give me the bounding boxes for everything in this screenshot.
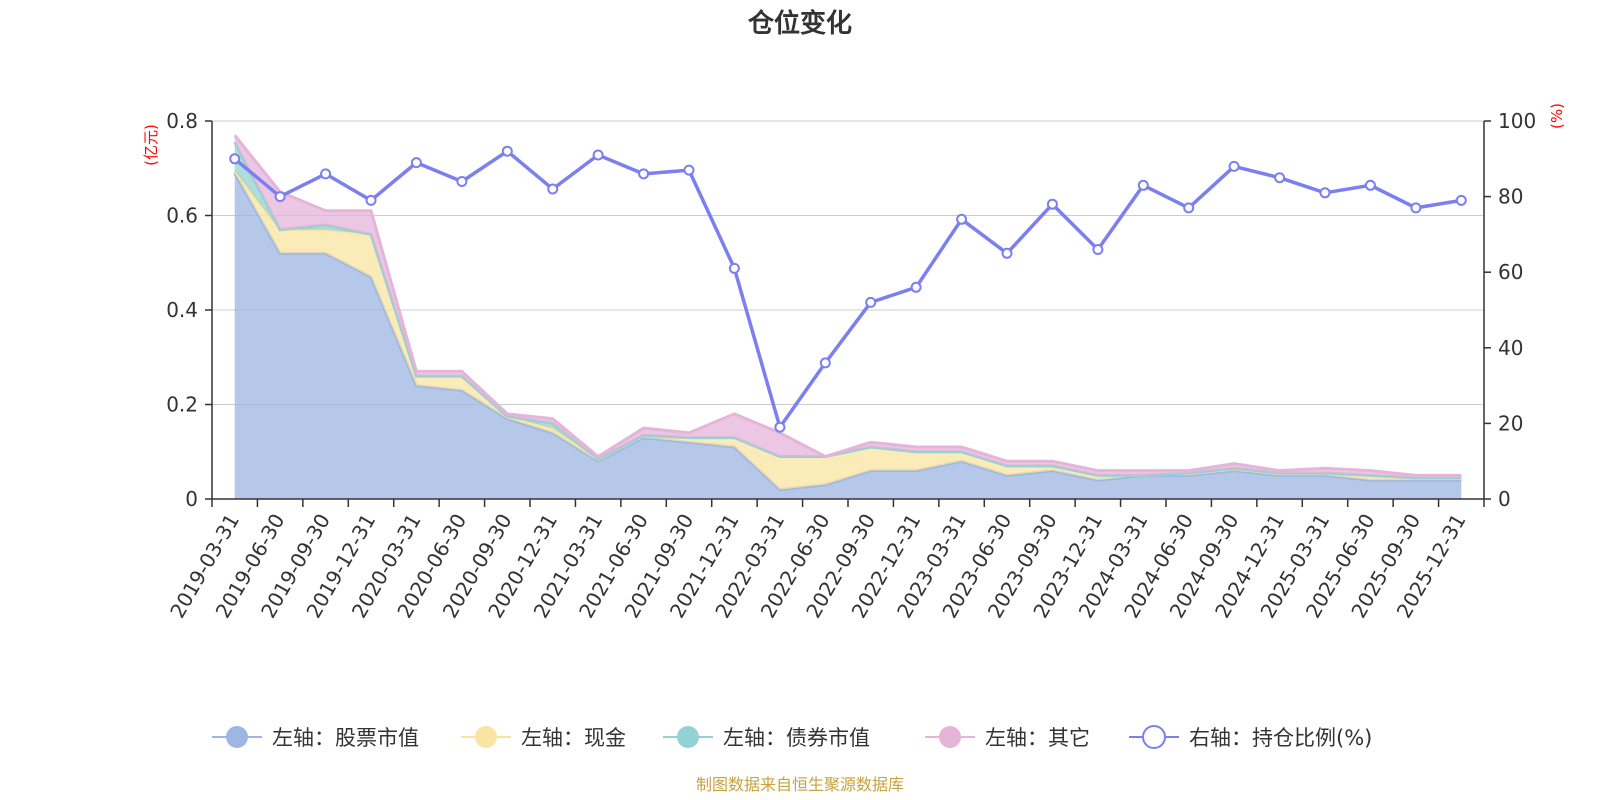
legend-marker bbox=[226, 726, 248, 748]
ratio-point bbox=[547, 183, 559, 195]
ratio-point bbox=[956, 213, 968, 225]
grid-lines bbox=[212, 120, 1484, 405]
area-edge-3 bbox=[233, 134, 1462, 477]
legend-marker bbox=[1142, 725, 1166, 749]
legend-item-2[interactable]: 左轴：债券市值 bbox=[663, 726, 870, 750]
legend[interactable]: 左轴：股票市值 左轴：现金 左轴：债券市值 左轴：其它 右轴：持仓比例(%) bbox=[212, 725, 1372, 750]
ratio-point bbox=[728, 262, 740, 274]
legend-marker bbox=[677, 726, 699, 748]
ratio-point bbox=[1364, 179, 1376, 191]
right-tick-label: 80 bbox=[1498, 185, 1523, 209]
ratio-point bbox=[1137, 179, 1149, 191]
position-ratio-line bbox=[229, 145, 1467, 433]
chart-title: 仓位变化 bbox=[747, 8, 852, 39]
ratio-point bbox=[365, 194, 377, 206]
ratio-point bbox=[456, 176, 468, 187]
legend-item-3[interactable]: 左轴：其它 bbox=[925, 726, 1090, 750]
ratio-point bbox=[229, 153, 241, 165]
ratio-point bbox=[1092, 244, 1104, 255]
ratio-point bbox=[410, 157, 422, 169]
ratio-point bbox=[274, 191, 286, 203]
legend-marker bbox=[475, 726, 497, 748]
left-tick-label: 0.8 bbox=[166, 109, 198, 133]
ratio-point bbox=[1455, 194, 1467, 206]
stacked-areas bbox=[233, 134, 1462, 499]
ratio-point bbox=[638, 168, 650, 180]
data-source-note: 制图数据来自恒生聚源数据库 bbox=[696, 775, 904, 794]
ratio-point bbox=[774, 421, 786, 433]
legend-item-1[interactable]: 左轴：现金 bbox=[461, 726, 626, 750]
ratio-point bbox=[501, 145, 513, 157]
right-tick-label: 40 bbox=[1498, 336, 1523, 360]
legend-label: 右轴：持仓比例(%) bbox=[1189, 726, 1372, 750]
legend-label: 左轴：股票市值 bbox=[272, 726, 419, 750]
legend-item-0[interactable]: 左轴：股票市值 bbox=[212, 726, 419, 750]
area-series-0 bbox=[234, 173, 1462, 499]
ratio-point bbox=[592, 149, 604, 161]
ratio-point bbox=[1410, 202, 1422, 214]
left-tick-label: 0.6 bbox=[166, 204, 198, 228]
legend-label: 左轴：其它 bbox=[985, 726, 1090, 750]
ratio-point bbox=[320, 168, 332, 180]
left-tick-label: 0.2 bbox=[166, 393, 198, 417]
ratio-point bbox=[683, 164, 695, 176]
ratio-line-path bbox=[233, 149, 1462, 429]
right-axis-unit: (%) bbox=[1548, 103, 1566, 129]
ratio-point bbox=[1274, 172, 1286, 184]
ratio-point bbox=[1001, 247, 1013, 259]
ratio-point bbox=[865, 296, 877, 308]
ratio-point bbox=[1046, 198, 1058, 210]
right-tick-label: 20 bbox=[1498, 411, 1523, 435]
ratio-point bbox=[819, 357, 831, 369]
right-tick-label: 0 bbox=[1498, 487, 1511, 511]
legend-label: 左轴：现金 bbox=[521, 726, 626, 750]
ratio-point bbox=[1228, 160, 1240, 172]
left-tick-label: 0 bbox=[185, 487, 198, 511]
legend-label: 左轴：债券市值 bbox=[723, 726, 870, 750]
ratio-point bbox=[910, 281, 922, 293]
legend-marker bbox=[939, 726, 961, 748]
left-axis-unit: (亿元) bbox=[142, 124, 160, 166]
left-tick-label: 0.4 bbox=[166, 298, 198, 322]
right-tick-label: 100 bbox=[1498, 109, 1536, 133]
ratio-point bbox=[1319, 187, 1331, 199]
legend-item-4[interactable]: 右轴：持仓比例(%) bbox=[1129, 725, 1372, 750]
ratio-point bbox=[1183, 202, 1195, 214]
right-tick-label: 60 bbox=[1498, 260, 1523, 284]
